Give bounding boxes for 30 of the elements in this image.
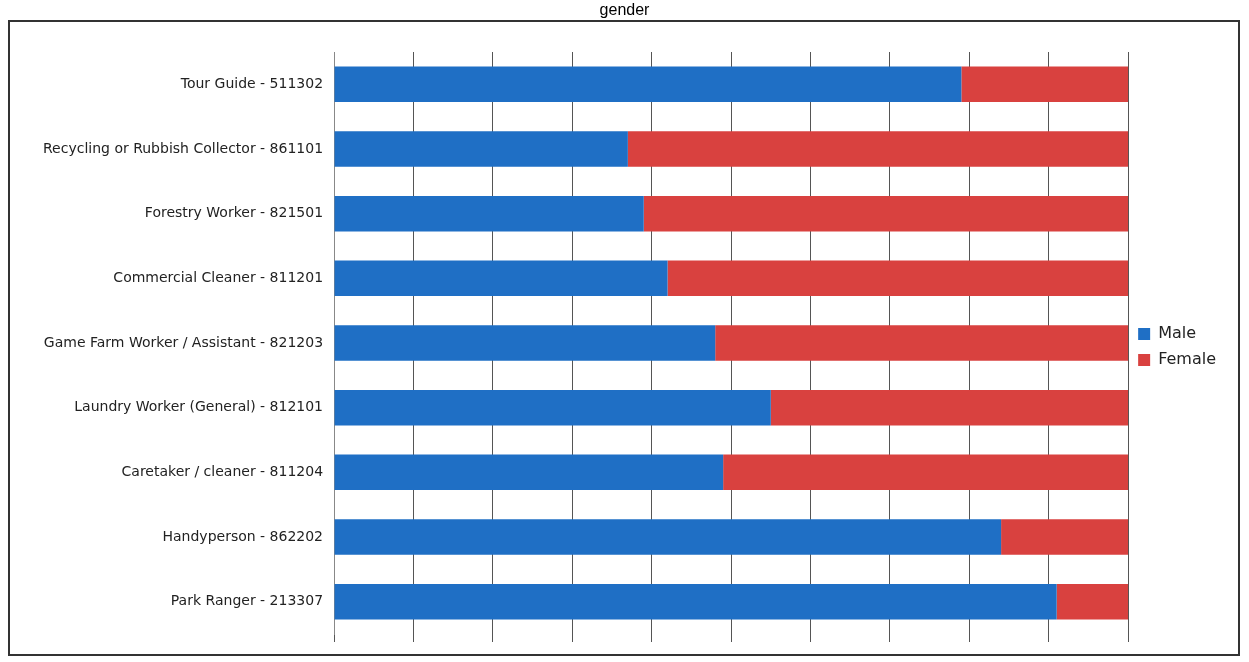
legend-label: Female [1158,349,1217,369]
y-tick-label: Forestry Worker - 821501 [144,204,324,221]
bar [334,131,628,167]
bar [627,131,1129,167]
y-tick-label: Handyperson - 862202 [162,527,324,544]
bar [334,325,716,361]
y-tick-label: Caretaker / cleaner - 811204 [121,462,324,479]
bar [723,454,1129,491]
bar [334,195,644,232]
bar [1001,519,1129,555]
bar [961,66,1129,103]
legend-label: Male [1158,323,1197,343]
y-tick-label: Commercial Cleaner - 811201 [113,268,324,285]
bar [1056,583,1129,620]
y-tick-label: Laundry Worker (General) - 812101 [74,398,324,415]
bar [667,260,1129,297]
bar [334,66,962,103]
bar [715,325,1129,361]
chart-title: gender [598,0,651,20]
bar [334,389,771,426]
y-tick-label: Park Ranger - 213307 [170,592,324,609]
y-tick-label: Tour Guide - 511302 [179,74,324,91]
bar [643,195,1129,232]
bar [770,389,1129,426]
bar [334,519,1002,555]
bar [334,583,1057,620]
y-tick-label: Recycling or Rubbish Collector - 861101 [42,139,324,156]
y-tick-label: Game Farm Worker / Assistant - 821203 [43,333,324,350]
bar [334,260,668,297]
bar [334,454,724,491]
